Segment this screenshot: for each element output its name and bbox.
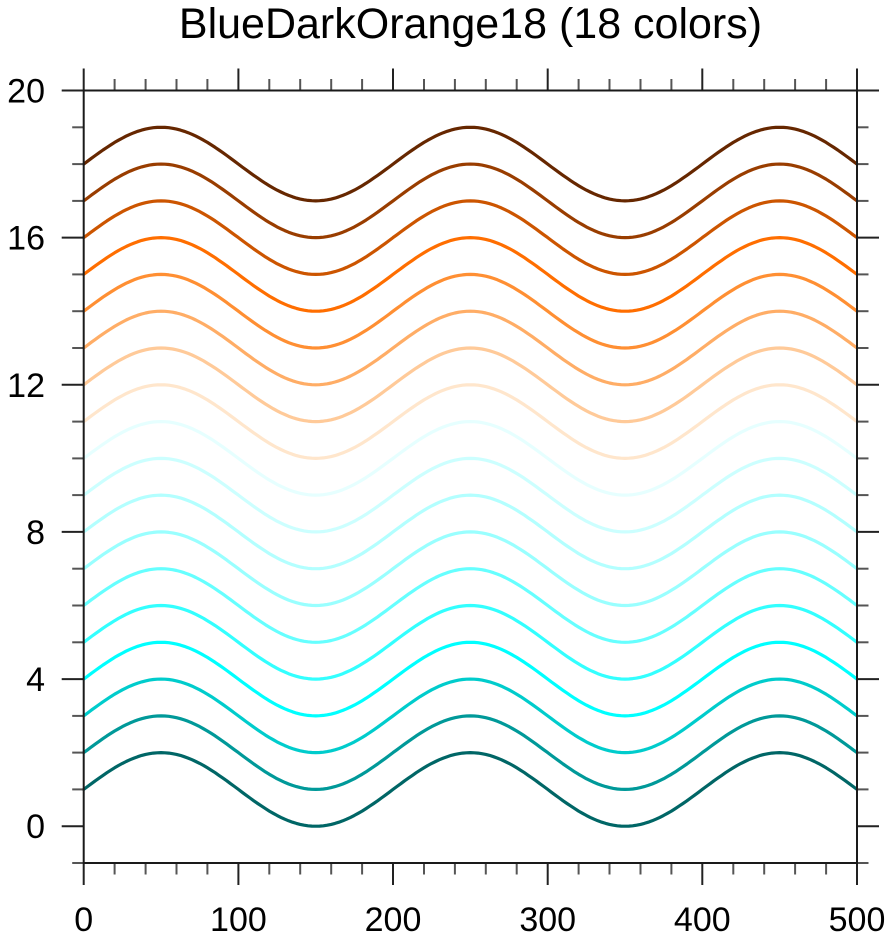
x-tick-label: 300 <box>519 901 576 935</box>
tick-labels-group: 0 100 200 300 400 500 0 4 8 12 16 20 <box>7 73 885 935</box>
curves-group <box>82 125 859 828</box>
y-tick-label: 12 <box>7 367 45 405</box>
curve-16-line <box>82 199 859 276</box>
x-tick-label: 200 <box>365 901 422 935</box>
curve-10-line <box>82 420 859 497</box>
y-tick-label: 0 <box>26 808 45 846</box>
curve-17-line <box>82 162 859 240</box>
curve-11-line <box>82 383 859 460</box>
curve-13-line <box>82 309 859 387</box>
y-tick-label: 16 <box>7 220 45 258</box>
x-tick-label: 0 <box>74 901 93 935</box>
curve-03-line <box>82 677 859 755</box>
curve-09-line <box>82 456 859 534</box>
chart-title: BlueDarkOrange18 (18 colors) <box>178 0 763 48</box>
y-tick-label: 8 <box>26 514 45 552</box>
curve-08-line <box>82 493 859 571</box>
curve-15-line <box>82 236 859 313</box>
y-tick-label: 4 <box>26 661 45 699</box>
curve-05-line <box>82 603 859 681</box>
curve-02-line <box>82 714 859 791</box>
ticks-group <box>61 68 879 885</box>
curve-07-line <box>82 530 859 608</box>
axis-frame <box>82 89 858 864</box>
curve-04-line <box>82 640 859 718</box>
curve-12-line <box>82 346 859 424</box>
curve-14-line <box>82 272 859 350</box>
axis-frame-group <box>82 89 858 864</box>
x-tick-label: 100 <box>210 901 267 935</box>
curve-18-line <box>82 125 859 203</box>
curve-01-line <box>82 751 859 828</box>
curve-06-line <box>82 567 859 644</box>
x-tick-label: 500 <box>829 901 886 935</box>
y-tick-label: 20 <box>7 73 45 111</box>
x-tick-label: 400 <box>674 901 731 935</box>
